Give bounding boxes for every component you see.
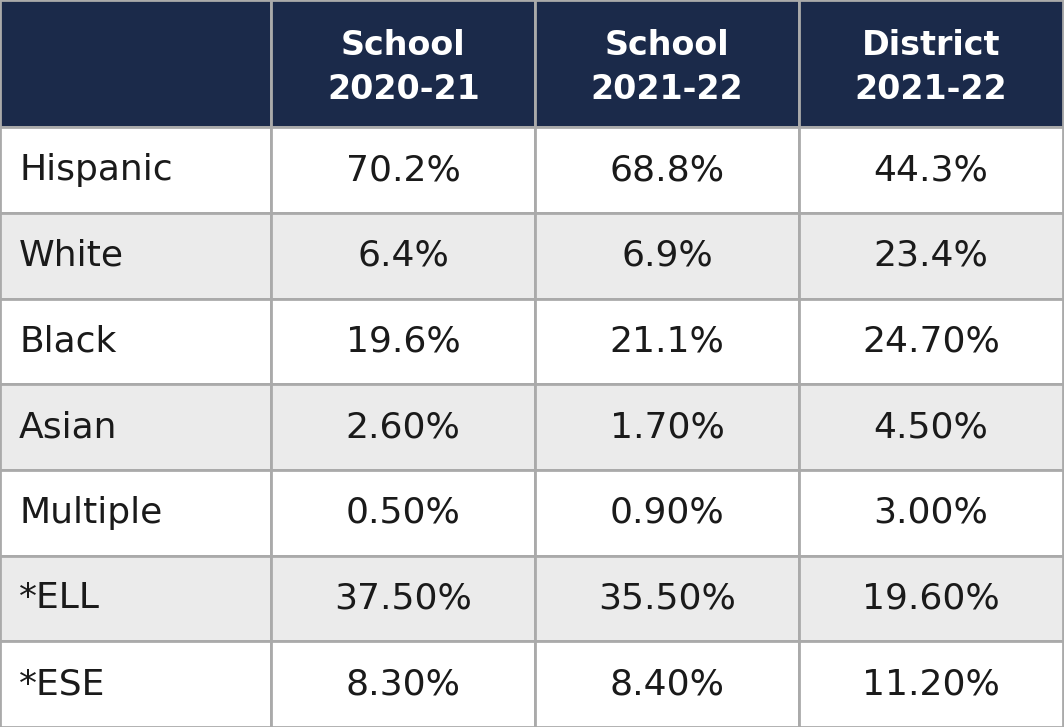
Text: 6.9%: 6.9%	[621, 238, 713, 273]
Bar	[0, 299, 271, 385]
Text: 24.70%: 24.70%	[862, 324, 1000, 358]
Text: 19.60%: 19.60%	[862, 582, 1000, 616]
Bar	[271, 555, 535, 641]
Text: 70.2%: 70.2%	[346, 153, 461, 187]
Bar	[271, 0, 535, 127]
Bar	[535, 641, 799, 727]
Text: 44.3%: 44.3%	[874, 153, 988, 187]
Text: 8.40%: 8.40%	[610, 667, 725, 701]
Bar	[799, 0, 1063, 127]
Text: *ELL: *ELL	[19, 582, 100, 616]
Text: School: School	[340, 29, 466, 62]
Bar	[799, 299, 1063, 385]
Bar	[271, 641, 535, 727]
Text: 23.4%: 23.4%	[874, 238, 988, 273]
Text: 2.60%: 2.60%	[346, 410, 461, 444]
Text: 2020-21: 2020-21	[327, 73, 480, 105]
Bar	[0, 385, 271, 470]
Text: 11.20%: 11.20%	[862, 667, 1000, 701]
Text: 6.4%: 6.4%	[358, 238, 449, 273]
Text: White: White	[19, 238, 124, 273]
Text: 8.30%: 8.30%	[346, 667, 461, 701]
Text: Asian: Asian	[19, 410, 118, 444]
Bar	[799, 385, 1063, 470]
Text: 3.00%: 3.00%	[874, 496, 988, 530]
Text: Black: Black	[19, 324, 117, 358]
Bar	[0, 555, 271, 641]
Bar	[271, 385, 535, 470]
Bar	[535, 555, 799, 641]
Text: 19.6%: 19.6%	[346, 324, 461, 358]
Bar	[271, 299, 535, 385]
Bar	[799, 213, 1063, 299]
Text: 68.8%: 68.8%	[610, 153, 725, 187]
Bar	[271, 127, 535, 213]
Bar	[0, 127, 271, 213]
Text: 2021-22: 2021-22	[854, 73, 1008, 105]
Text: District: District	[862, 29, 1000, 62]
Text: 0.50%: 0.50%	[346, 496, 461, 530]
Bar	[0, 213, 271, 299]
Bar	[535, 0, 799, 127]
Text: 0.90%: 0.90%	[610, 496, 725, 530]
Text: 1.70%: 1.70%	[610, 410, 725, 444]
Bar	[799, 641, 1063, 727]
Bar	[0, 0, 271, 127]
Text: School: School	[604, 29, 730, 62]
Bar	[535, 470, 799, 555]
Text: Hispanic: Hispanic	[19, 153, 172, 187]
Text: 2021-22: 2021-22	[591, 73, 744, 105]
Bar	[799, 555, 1063, 641]
Bar	[271, 470, 535, 555]
Bar	[799, 127, 1063, 213]
Bar	[0, 470, 271, 555]
Bar	[535, 385, 799, 470]
Text: 4.50%: 4.50%	[874, 410, 988, 444]
Bar	[535, 299, 799, 385]
Bar	[271, 213, 535, 299]
Text: 35.50%: 35.50%	[598, 582, 736, 616]
Text: 37.50%: 37.50%	[334, 582, 472, 616]
Bar	[799, 470, 1063, 555]
Bar	[535, 127, 799, 213]
Text: Multiple: Multiple	[19, 496, 163, 530]
Bar	[535, 213, 799, 299]
Text: 21.1%: 21.1%	[610, 324, 725, 358]
Bar	[0, 641, 271, 727]
Text: *ESE: *ESE	[19, 667, 105, 701]
